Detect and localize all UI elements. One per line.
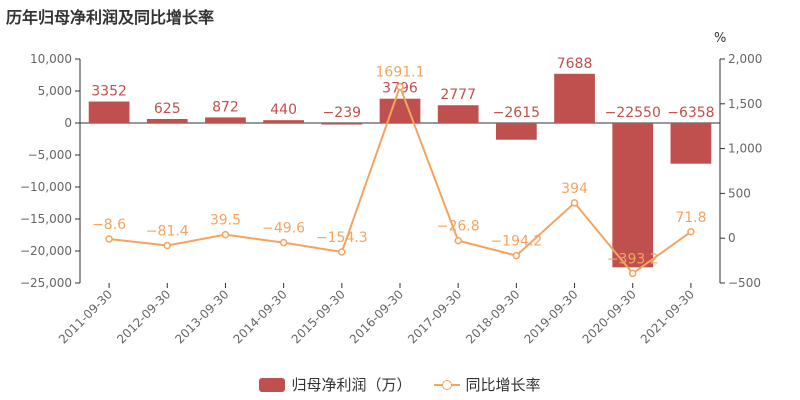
growth-point [628, 269, 637, 278]
x-tick-label: 2012-09-30 [114, 287, 173, 346]
x-tick-label: 2014-09-30 [231, 287, 290, 346]
right-tick-label: −500 [728, 276, 761, 290]
growth-point [163, 241, 172, 250]
bar-value-label: −239 [323, 105, 361, 121]
left-tick-label: −5,000 [28, 148, 72, 162]
x-tick-label: 2019-09-30 [521, 287, 580, 346]
left-tick-label: 5,000 [38, 84, 72, 98]
growth-point [221, 230, 230, 239]
legend-item-profit[interactable]: 归母净利润（万） [259, 374, 412, 395]
left-tick-label: −10,000 [20, 180, 72, 194]
right-tick-label: 1,000 [728, 142, 762, 156]
bar-value-label: −6358 [667, 105, 714, 121]
growth-point [338, 248, 346, 256]
bar [554, 73, 595, 123]
growth-value-label: 1691.1 [376, 65, 425, 81]
bar [612, 123, 654, 268]
growth-value-label: −194.2 [490, 234, 542, 250]
bar-value-label: 3352 [91, 84, 127, 100]
right-tick-label: 2,000 [728, 52, 762, 66]
bar [146, 119, 188, 123]
bar [321, 123, 363, 125]
right-tick-label: 0 [728, 231, 736, 245]
growth-value-label: −81.4 [146, 223, 189, 239]
legend-marker-growth [433, 378, 460, 392]
x-tick-label: 2018-09-30 [463, 287, 522, 346]
legend-item-growth[interactable]: 同比增长率 [433, 374, 541, 395]
right-tick-label: 1,500 [728, 97, 762, 111]
x-tick-label: 2011-09-30 [56, 287, 115, 346]
growth-value-label: −49.6 [262, 221, 305, 237]
bar [437, 105, 479, 123]
left-tick-label: 10,000 [30, 52, 72, 66]
chart-title: 历年归母净利润及同比增长率 [6, 8, 215, 27]
bar [379, 98, 421, 123]
growth-point [105, 235, 113, 243]
growth-value-label: −8.6 [92, 217, 126, 233]
growth-value-label: −154.3 [316, 230, 368, 246]
x-tick-label: 2020-09-30 [580, 287, 639, 346]
bar-value-label: 2777 [440, 87, 476, 103]
growth-value-label: 71.8 [675, 210, 706, 226]
growth-point [279, 238, 288, 247]
growth-value-label: 39.5 [210, 213, 241, 229]
x-tick-label: 2013-09-30 [172, 287, 231, 346]
x-tick-label: 2015-09-30 [289, 287, 348, 346]
right-tick-label: 500 [728, 186, 751, 200]
x-tick-label: 2017-09-30 [405, 287, 464, 346]
growth-point [570, 199, 579, 207]
legend-label-growth: 同比增长率 [465, 376, 541, 394]
bar-value-label: 872 [212, 99, 239, 115]
bar [88, 101, 130, 123]
left-tick-label: −25,000 [20, 276, 72, 290]
bar-value-label: −2615 [493, 105, 540, 121]
growth-point [396, 82, 404, 91]
x-tick-label: 2016-09-30 [347, 287, 406, 346]
legend-swatch-profit [259, 377, 286, 392]
growth-point [687, 228, 695, 236]
legend-label-profit: 归母净利润（万） [291, 376, 412, 394]
bar [263, 120, 304, 123]
bar-value-label: −22550 [605, 105, 661, 121]
growth-value-label: 394 [561, 181, 588, 197]
bar-value-label: 7688 [557, 56, 593, 72]
bar-value-label: 625 [154, 101, 181, 117]
bar-value-label: 440 [270, 102, 297, 118]
bar [670, 123, 712, 164]
left-tick-label: −20,000 [20, 244, 72, 258]
bar [496, 123, 537, 140]
growth-value-label: −393.2 [607, 251, 659, 267]
chart-legend: 归母净利润（万） 同比增长率 [0, 374, 800, 395]
x-tick-label: 2021-09-30 [638, 287, 697, 346]
growth-value-label: −26.8 [437, 219, 480, 235]
bar [205, 117, 246, 123]
growth-point [512, 251, 521, 260]
growth-point [454, 236, 462, 245]
left-tick-label: 0 [64, 116, 72, 130]
left-tick-label: −15,000 [20, 212, 72, 226]
right-axis-unit: % [714, 31, 726, 46]
